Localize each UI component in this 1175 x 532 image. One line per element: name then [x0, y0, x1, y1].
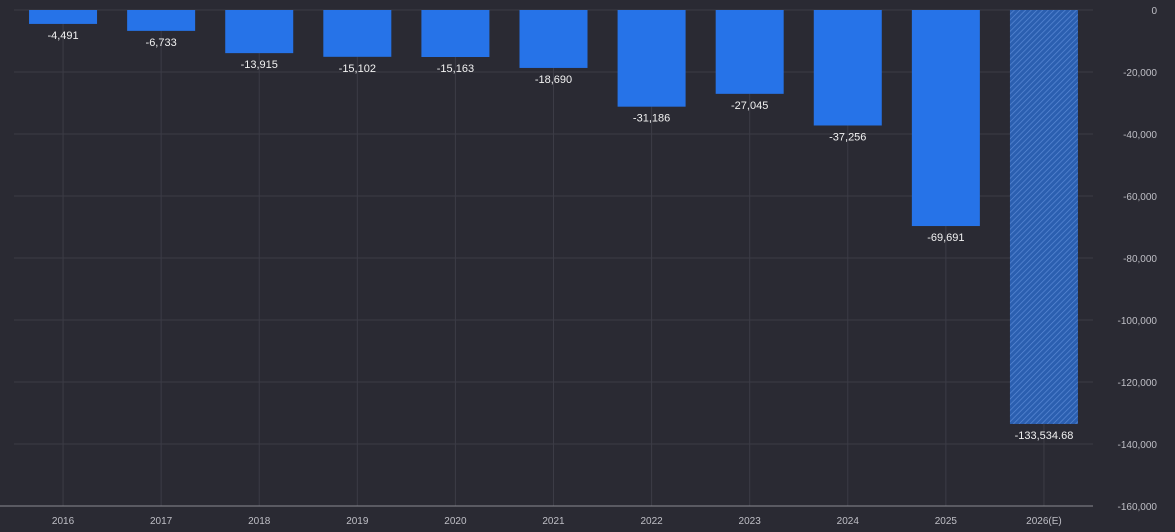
data-label: -37,256: [829, 131, 866, 143]
x-tick-label: 2026(E): [1026, 516, 1062, 527]
data-label: -69,691: [927, 232, 964, 244]
bar[interactable]: [813, 10, 882, 126]
data-label: -15,102: [339, 63, 376, 75]
y-tick-label: -80,000: [1123, 254, 1157, 265]
x-tick-label: 2017: [150, 516, 173, 527]
bar[interactable]: [127, 10, 196, 31]
bar-estimated[interactable]: [1009, 10, 1078, 424]
x-tick-label: 2016: [52, 516, 75, 527]
x-tick-label: 2021: [542, 516, 565, 527]
x-tick-label: 2024: [837, 516, 860, 527]
x-tick-label: 2025: [935, 516, 958, 527]
data-label: -133,534.68: [1015, 430, 1074, 442]
x-tick-label: 2023: [739, 516, 762, 527]
data-label: -15,163: [437, 63, 474, 75]
data-label: -13,915: [241, 59, 278, 71]
data-label: -4,491: [47, 30, 78, 42]
y-tick-label: -20,000: [1123, 68, 1157, 79]
x-tick-label: 2020: [444, 516, 467, 527]
bar[interactable]: [617, 10, 686, 107]
y-tick-label: -40,000: [1123, 130, 1157, 141]
bars-layer: [29, 10, 1078, 424]
bar[interactable]: [323, 10, 392, 57]
y-tick-label: 0: [1151, 6, 1157, 17]
data-label: -31,186: [633, 113, 670, 125]
x-tick-label: 2019: [346, 516, 369, 527]
bar[interactable]: [421, 10, 490, 58]
axis-layer: 0 -20,000 -40,000 -60,000 -80,000 -100,000 -12…: [0, 6, 1157, 527]
y-tick-label: -140,000: [1118, 440, 1158, 451]
x-tick-label: 2022: [640, 516, 663, 527]
data-label: -18,690: [535, 74, 572, 86]
y-tick-label: -120,000: [1118, 378, 1158, 389]
bar[interactable]: [29, 10, 98, 24]
y-tick-label: -160,000: [1118, 502, 1158, 513]
data-label: -6,733: [146, 37, 177, 49]
bar[interactable]: [225, 10, 294, 54]
y-tick-label: -60,000: [1123, 192, 1157, 203]
data-label: -27,045: [731, 100, 768, 112]
bar[interactable]: [911, 10, 980, 227]
bar[interactable]: [715, 10, 784, 94]
data-labels-layer: -4,491 -6,733 -13,915 -15,102 -15,163 -18,690…: [47, 30, 1073, 442]
x-tick-label: 2018: [248, 516, 271, 527]
y-tick-label: -100,000: [1118, 316, 1158, 327]
grid-layer: [14, 9, 1093, 506]
bar[interactable]: [519, 10, 588, 68]
